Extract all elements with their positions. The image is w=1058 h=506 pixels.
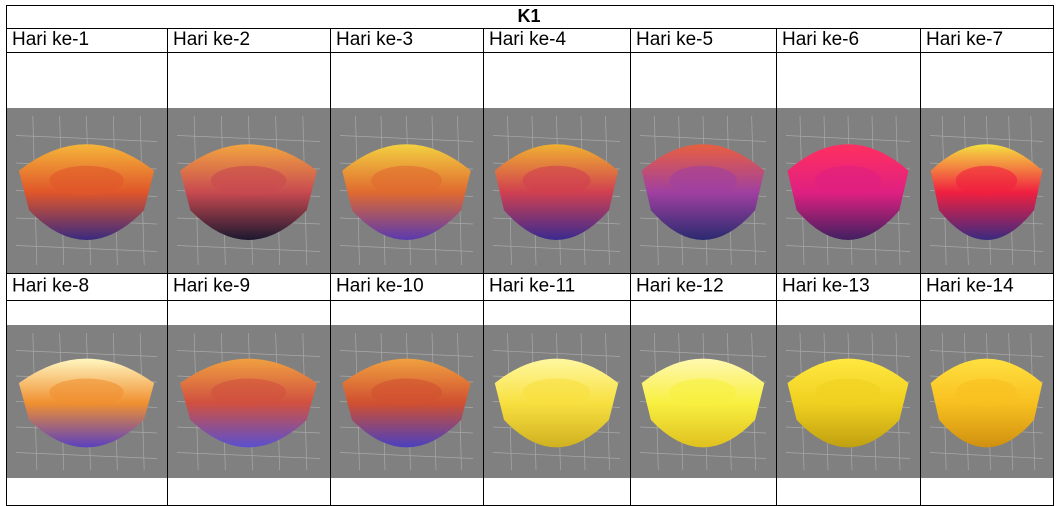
cell-label: Hari ke-14: [926, 276, 1014, 297]
cell-label: Hari ke-6: [782, 29, 859, 50]
cell-label: Hari ke-12: [636, 276, 724, 297]
surface-plot: [484, 108, 630, 273]
surface-plot: [331, 108, 483, 273]
cell-label: Hari ke-11: [489, 276, 575, 297]
cell-label: Hari ke-4: [489, 29, 567, 50]
surface-plot: [168, 325, 330, 478]
table-title: K1: [517, 6, 540, 26]
surface-plot: [168, 108, 330, 273]
surface-plot: [921, 325, 1053, 478]
cell-label: Hari ke-5: [636, 29, 713, 50]
surface-plot: [484, 325, 630, 478]
cell-label: Hari ke-9: [173, 276, 250, 297]
cell-label: Hari ke-13: [782, 276, 870, 297]
cell-label: Hari ke-7: [926, 29, 1003, 50]
surface-plot: [777, 325, 920, 478]
surface-plot: [631, 108, 776, 273]
cell-label: Hari ke-10: [336, 276, 424, 297]
cell-label: Hari ke-2: [173, 29, 250, 50]
cell-label: Hari ke-8: [12, 276, 89, 297]
surface-plot: [7, 108, 167, 273]
surface-plot: [631, 325, 776, 478]
surface-plot: [331, 325, 483, 478]
surface-plot: [777, 108, 920, 273]
cell-label: Hari ke-1: [12, 29, 89, 50]
cell-label: Hari ke-3: [336, 29, 413, 50]
surface-plot: [921, 108, 1053, 273]
surface-plot: [7, 325, 167, 478]
